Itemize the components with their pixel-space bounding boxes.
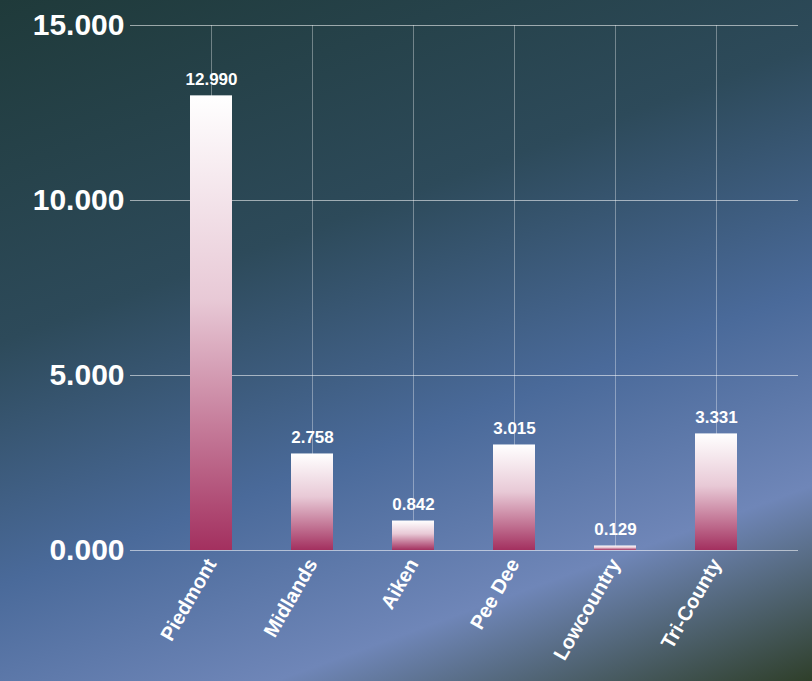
svg-text:Lowcountry: Lowcountry <box>549 554 625 664</box>
svg-text:0.000: 0.000 <box>49 533 124 566</box>
svg-text:0.129: 0.129 <box>594 520 637 539</box>
svg-text:12.990: 12.990 <box>186 70 238 89</box>
svg-text:Piedmont: Piedmont <box>156 554 221 644</box>
svg-text:10.000: 10.000 <box>33 183 125 216</box>
svg-text:0.842: 0.842 <box>392 495 435 514</box>
svg-text:Midlands: Midlands <box>259 555 321 641</box>
svg-text:3.015: 3.015 <box>493 419 536 438</box>
svg-text:15.000: 15.000 <box>33 8 125 41</box>
svg-text:3.331: 3.331 <box>695 408 738 427</box>
svg-text:Tri-County: Tri-County <box>656 554 725 652</box>
svg-text:Pee Dee: Pee Dee <box>466 555 524 633</box>
svg-text:Aiken: Aiken <box>376 555 422 613</box>
svg-text:2.758: 2.758 <box>291 428 334 447</box>
svg-text:5.000: 5.000 <box>49 358 124 391</box>
